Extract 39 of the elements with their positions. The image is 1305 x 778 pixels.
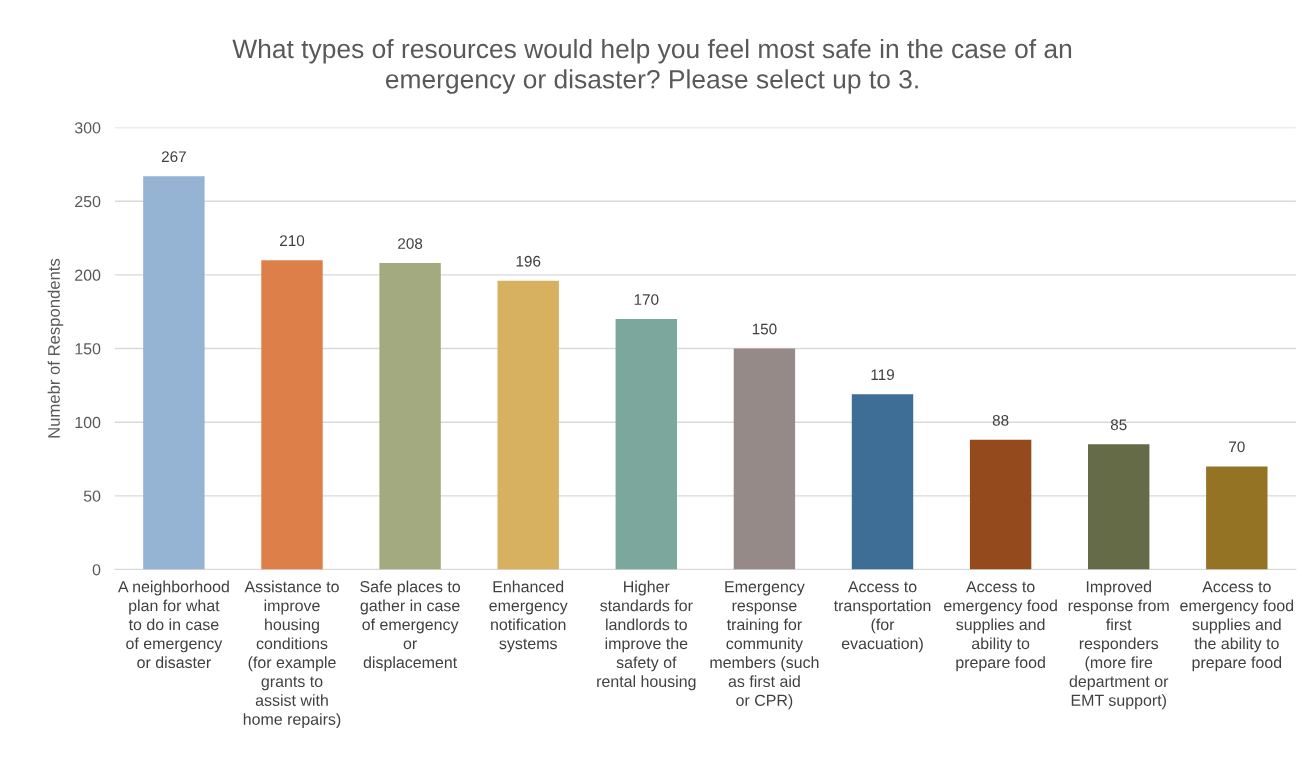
bar	[615, 319, 678, 570]
y-tick-label: 250	[75, 195, 101, 208]
x-tick-label: Access to emergency food supplies and ability to prepare food	[944, 581, 1057, 672]
y-tick-label: 150	[75, 343, 101, 355]
bar	[969, 439, 1032, 570]
data-label: 85	[1110, 419, 1127, 431]
y-tick-label: 200	[75, 269, 101, 281]
data-label: 196	[516, 255, 541, 267]
bar	[1206, 466, 1268, 570]
x-tick-label: Safe places to gather in case of emergency or displacement	[360, 580, 461, 672]
chart-title: What types of resources would help you feel most safe in the case of an emergency or disaster? Please select up to 3.	[232, 38, 1072, 94]
bar	[379, 263, 441, 570]
y-tick-label: 0	[92, 564, 101, 576]
x-tick-label: Access to transportation (for evacuation)	[833, 581, 931, 653]
bar	[261, 260, 323, 570]
x-tick-label: Enhanced emergency notification systems	[489, 580, 568, 653]
bar	[497, 280, 559, 570]
x-tick-label: Improved response from first responders (more fire department or EMT support)	[1068, 580, 1169, 710]
bar	[1088, 444, 1150, 570]
bar	[733, 348, 796, 570]
y-tick-label: 300	[74, 122, 101, 134]
data-label: 267	[161, 151, 186, 163]
bar	[851, 394, 914, 570]
data-label: 208	[398, 238, 423, 249]
x-tick-label: Emergency response training for community members (such as first aid or CPR)	[710, 581, 819, 710]
y-tick-label: 50	[83, 490, 101, 502]
data-label: 119	[871, 369, 894, 381]
x-tick-label: Access to emergency food supplies and the ability to prepare food	[1180, 581, 1294, 672]
data-label: 70	[1229, 441, 1245, 453]
y-tick-label: 100	[75, 416, 101, 429]
x-tick-label: Assistance to improve housing conditions (for example grants to assist with home repairs)	[243, 580, 341, 729]
data-label: 170	[634, 294, 659, 305]
x-tick-label: A neighborhood plan for what to do in case of emergency or disaster	[117, 580, 229, 669]
x-tick-label: Higher standards for landlords to improve the safety of rental housing	[597, 580, 696, 691]
data-label: 150	[752, 323, 777, 335]
data-label: 210	[280, 235, 305, 247]
data-label: 88	[992, 414, 1009, 426]
bar	[143, 176, 205, 570]
y-axis-title: Numebr of Respondents	[47, 258, 64, 438]
